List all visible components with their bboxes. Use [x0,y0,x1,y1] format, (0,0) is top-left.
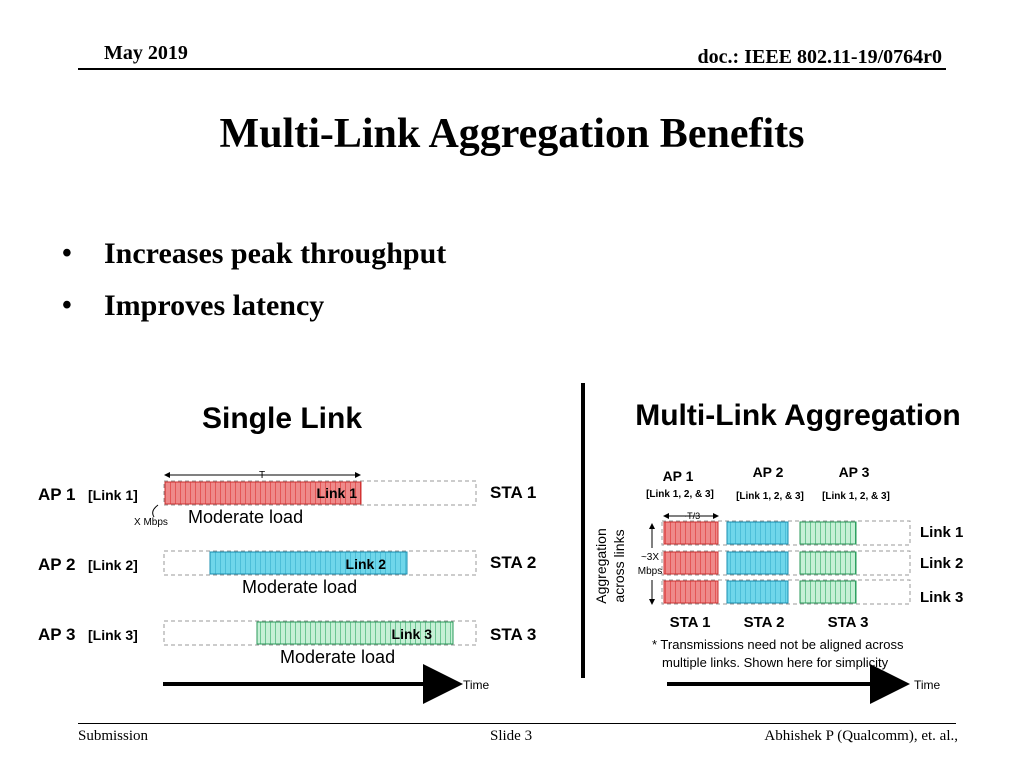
sta1-label: STA 1 [490,483,536,502]
load-label-3: Moderate load [280,647,395,667]
link3-transmission-bar [256,621,454,645]
multi-ap2-links: [Link 1, 2, & 3] [736,491,804,502]
load-label-2: Moderate load [242,577,357,597]
ap2-link-label: [Link 2] [88,557,138,573]
multi-link1-row [661,520,911,546]
load-label-1: Moderate load [188,507,303,527]
header-doc-id: doc.: IEEE 802.11-19/0764r0 [697,46,942,68]
multi-ap1-label: AP 1 [663,468,694,484]
aggregation-axis-label-1: Aggregation [593,528,609,604]
multi-ap3-label: AP 3 [839,464,870,480]
ap1-label: AP 1 [38,485,76,504]
ap3-link-label: [Link 3] [88,627,138,643]
aggregation-axis-label-2: across links [611,529,627,602]
bullet-text: Increases peak throughput [104,237,447,270]
multi-rate-label-1: ~3X [641,552,659,563]
header-rule [78,68,946,70]
rate-label: X Mbps [134,517,168,528]
multi-ap2-label: AP 2 [753,464,784,480]
link3-bar-label: Link 3 [392,626,433,642]
multi-link3-row [661,579,911,605]
footer-slide-number: Slide 3 [490,728,533,744]
link3-timeline [163,620,477,646]
bullet-icon: • [62,238,72,269]
multi-link-heading: Multi-Link Aggregation [635,399,961,432]
multi-ap3-links: [Link 1, 2, & 3] [822,491,890,502]
slide-title: Multi-Link Aggregation Benefits [219,111,805,157]
multi-ap1-links: [Link 1, 2, & 3] [646,489,714,500]
time-label-multi: Time [914,678,941,692]
link1-timeline [163,480,477,506]
multi-link3-label: Link 3 [920,589,963,606]
ap1-link-label: [Link 1] [88,487,138,503]
header-date: May 2019 [104,42,188,64]
multi-sta3-label: STA 3 [828,614,869,631]
ap2-label: AP 2 [38,555,76,574]
time-label-single: Time [463,678,490,692]
link1-bar-label: Link 1 [317,485,358,501]
multi-sta1-label: STA 1 [670,614,711,631]
single-link-heading: Single Link [202,402,362,435]
footer-author: Abhishek P (Qualcomm), et. al., [764,728,958,744]
rate-pointer [152,504,159,518]
multi-link2-row [661,550,911,576]
bullet-list: • Increases peak throughput • Improves lat… [62,228,446,332]
bullet-item: • Improves latency [62,280,446,332]
bullet-text: Improves latency [104,289,325,322]
link2-transmission-bar [209,551,408,575]
multi-rate-label-2: Mbps [638,566,662,577]
alignment-note-line-2: multiple links. Shown here for simplicit… [662,655,889,670]
multi-link1-label: Link 1 [920,524,963,541]
multi-link2-label: Link 2 [920,555,963,572]
ap3-label: AP 3 [38,625,76,644]
footer-submission: Submission [78,728,149,744]
multi-period-label: ~T/3 [682,511,700,521]
multi-sta2-label: STA 2 [744,614,785,631]
sta2-label: STA 2 [490,553,536,572]
link1-transmission-bar [164,481,362,505]
footer-rule [78,723,956,724]
alignment-note-line-1: * Transmissions need not be aligned acro… [652,637,904,652]
bullet-item: • Increases peak throughput [62,228,446,280]
link2-timeline [163,550,477,576]
sta3-label: STA 3 [490,625,536,644]
link2-bar-label: Link 2 [346,556,387,572]
period-label: T [259,470,265,481]
bullet-icon: • [62,290,72,321]
